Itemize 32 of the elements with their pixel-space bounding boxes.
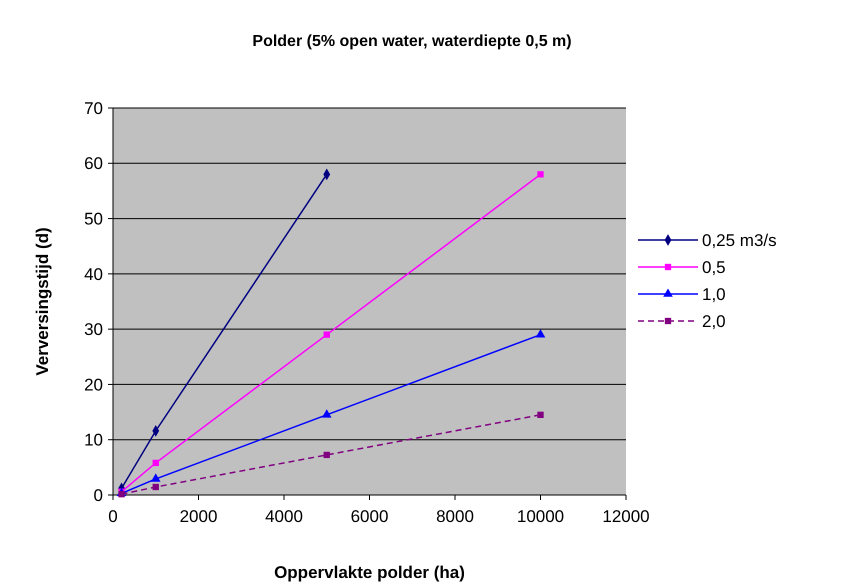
point <box>324 452 330 458</box>
point <box>536 329 546 338</box>
y-tick-label: 50 <box>84 210 103 229</box>
x-tick-label: 12000 <box>602 507 650 526</box>
y-tick-label: 0 <box>94 486 103 505</box>
y-axis-title: Verversingstijd (d) <box>33 227 52 376</box>
x-tick-label: 6000 <box>350 507 388 526</box>
legend-label: 2,0 <box>702 312 726 331</box>
x-tick-label: 0 <box>108 507 118 526</box>
x-axis-title: Oppervlakte polder (ha) <box>274 563 465 582</box>
legend-label: 0,25 m3/s <box>702 230 777 250</box>
y-tick-label: 10 <box>84 430 103 450</box>
point <box>152 460 159 466</box>
point <box>118 491 125 498</box>
x-tick-label: 4000 <box>265 507 303 526</box>
point <box>537 171 544 178</box>
x-tick-label: 2000 <box>180 507 218 526</box>
point <box>150 473 161 482</box>
y-tick-label: 30 <box>84 320 103 340</box>
point <box>322 409 332 418</box>
y-tick-label: 70 <box>84 98 103 118</box>
y-tick-label: 20 <box>84 375 103 394</box>
point <box>537 412 544 418</box>
y-tick-label: 60 <box>84 154 103 174</box>
point <box>152 484 159 490</box>
legend-label: 1,0 <box>702 284 726 304</box>
y-tick-label: 40 <box>84 264 103 284</box>
x-tick-label: 10000 <box>516 507 564 526</box>
legend-label: 0,5 <box>702 258 726 277</box>
chart-title: Polder (5% open water, waterdiepte 0,5 m) <box>252 33 572 50</box>
x-tick-label: 8000 <box>436 507 474 526</box>
point <box>324 332 330 338</box>
